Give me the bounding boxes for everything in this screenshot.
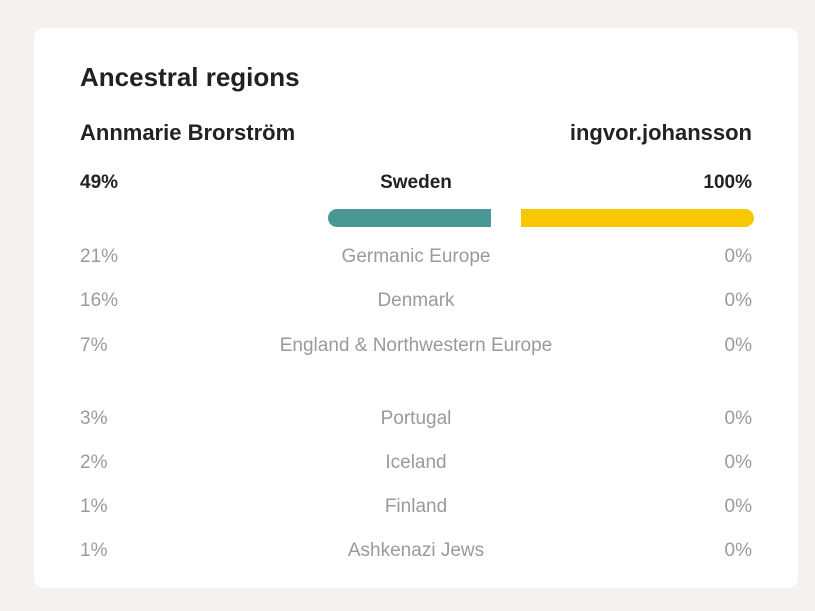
region-name: Portugal xyxy=(380,408,452,429)
top-region-right-percent: 100% xyxy=(703,172,752,193)
region-right-percent: 0% xyxy=(724,540,752,561)
region-right-percent: 0% xyxy=(724,335,752,356)
region-left-percent: 1% xyxy=(80,496,108,517)
top-region-row: 49% Sweden 100% xyxy=(80,172,752,196)
ancestral-regions-card: Ancestral regions Annmarie Brorström ing… xyxy=(34,28,798,588)
region-name: Ashkenazi Jews xyxy=(347,540,485,561)
comparison-bar xyxy=(258,209,754,227)
region-name: Denmark xyxy=(377,290,455,311)
region-name: Finland xyxy=(384,496,448,517)
region-left-percent: 2% xyxy=(80,452,108,473)
right-person-bar xyxy=(521,209,754,227)
card-title: Ancestral regions xyxy=(80,62,300,92)
region-left-percent: 16% xyxy=(80,290,119,311)
region-right-percent: 0% xyxy=(724,452,752,473)
top-region-left-percent: 49% xyxy=(80,172,119,193)
region-left-percent: 3% xyxy=(80,408,108,429)
region-name: Iceland xyxy=(385,452,447,473)
region-right-percent: 0% xyxy=(724,246,752,267)
person-left-name: Annmarie Brorström xyxy=(80,120,296,145)
region-name: England & Northwestern Europe xyxy=(279,335,553,356)
top-region-name: Sweden xyxy=(380,172,452,193)
region-right-percent: 0% xyxy=(724,496,752,517)
person-right-name: ingvor.johansson xyxy=(569,120,752,145)
region-left-percent: 1% xyxy=(80,540,108,561)
region-right-percent: 0% xyxy=(724,408,752,429)
region-left-percent: 7% xyxy=(80,335,108,356)
region-left-percent: 21% xyxy=(80,246,119,267)
region-name: Germanic Europe xyxy=(341,246,491,267)
left-person-bar xyxy=(327,209,491,227)
region-right-percent: 0% xyxy=(724,290,752,311)
